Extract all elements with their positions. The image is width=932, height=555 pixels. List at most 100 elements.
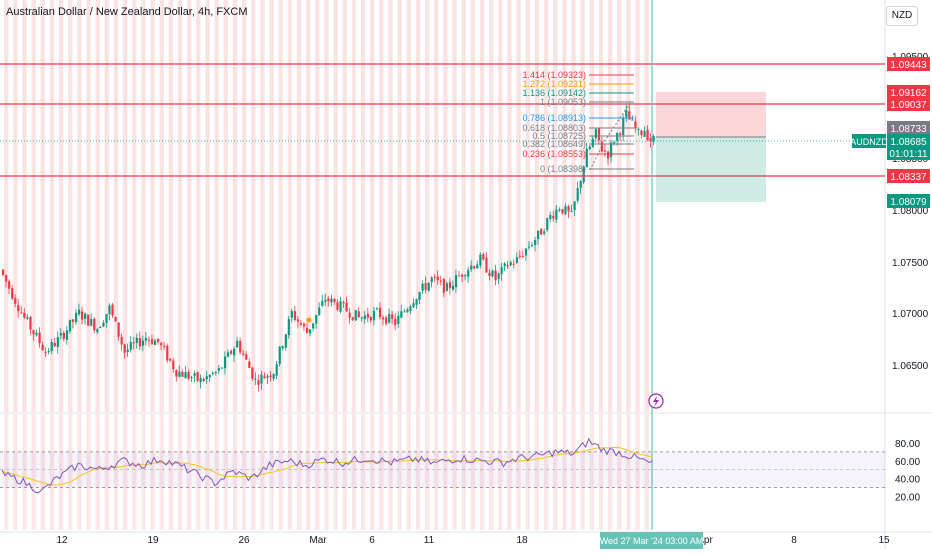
- candle: [212, 371, 214, 376]
- candle-body: [555, 209, 557, 219]
- candle-body: [224, 357, 226, 369]
- time-tick-label: 12: [56, 535, 68, 546]
- candle-body: [309, 329, 311, 333]
- event-marker: [307, 318, 312, 323]
- candle-body: [93, 319, 95, 330]
- candle-body: [312, 323, 314, 328]
- candle: [87, 314, 89, 325]
- candle-body: [482, 254, 484, 259]
- candle: [230, 349, 232, 355]
- session-zone: [645, 0, 649, 412]
- session-zone: [416, 0, 420, 412]
- candle-body: [519, 256, 521, 257]
- session-zone: [617, 0, 621, 412]
- candle-body: [458, 275, 460, 276]
- candle-body: [549, 215, 551, 219]
- candle-body: [361, 317, 363, 318]
- candle-body: [248, 362, 250, 369]
- level-label: 1.08337: [890, 172, 927, 183]
- time-tick-label: 8: [791, 535, 797, 546]
- candle-body: [154, 341, 156, 345]
- session-zone: [388, 0, 392, 412]
- candle-body: [370, 317, 372, 320]
- candle: [130, 336, 132, 352]
- candle: [476, 261, 478, 269]
- candle-body: [294, 311, 296, 320]
- price-tick-label: 1.06500: [892, 361, 929, 372]
- candle: [166, 343, 168, 363]
- candle-body: [367, 314, 369, 318]
- candle-body: [425, 283, 427, 290]
- candle: [221, 367, 223, 369]
- session-zone: [150, 0, 154, 412]
- session-zone: [370, 0, 374, 412]
- candle-body: [127, 350, 129, 352]
- candle: [257, 374, 259, 391]
- candle-body: [160, 343, 162, 345]
- candle-body: [266, 376, 268, 378]
- candle-body: [561, 209, 563, 213]
- session-zone: [562, 0, 566, 412]
- candle-body: [190, 377, 192, 378]
- fib-level-label: 1 (1.09053): [540, 97, 586, 107]
- candle: [11, 285, 13, 300]
- session-zone: [187, 0, 191, 412]
- candle-body: [184, 372, 186, 378]
- fib-level-label: 0 (1.08398): [540, 164, 586, 174]
- candle-body: [29, 317, 31, 330]
- candle-body: [637, 129, 639, 130]
- session-zone: [132, 0, 136, 412]
- candle-body: [431, 277, 433, 282]
- candle: [276, 361, 278, 379]
- candle-body: [346, 303, 348, 312]
- candle-body: [236, 341, 238, 348]
- session-zone: [507, 0, 511, 412]
- candle-body: [622, 118, 624, 135]
- candle-body: [17, 305, 19, 311]
- candle-body: [145, 338, 147, 341]
- candle-body: [23, 313, 25, 318]
- session-zone: [324, 0, 328, 412]
- candle: [2, 269, 4, 277]
- candle-body: [467, 270, 469, 277]
- candle-body: [498, 273, 500, 279]
- candle-body: [318, 308, 320, 316]
- candle: [194, 371, 196, 383]
- session-zone: [269, 0, 273, 412]
- candle: [504, 262, 506, 271]
- level-label: 1.09037: [890, 100, 927, 111]
- candle: [440, 276, 442, 286]
- candle: [403, 309, 405, 313]
- candle-body: [488, 273, 490, 276]
- candle-body: [574, 201, 576, 210]
- candle: [650, 133, 652, 147]
- candle-body: [327, 298, 329, 301]
- candle: [321, 294, 323, 307]
- candle: [57, 331, 59, 353]
- candle-body: [349, 313, 351, 318]
- candle-body: [69, 320, 71, 331]
- currency-button[interactable]: NZD: [886, 6, 918, 26]
- candle-body: [124, 344, 126, 352]
- candle-body: [5, 275, 7, 281]
- session-zone: [315, 0, 319, 412]
- candle-body: [388, 314, 390, 323]
- candle-body: [11, 288, 13, 299]
- time-tick-label: Mar: [309, 535, 327, 546]
- time-tick-label: 11: [424, 535, 435, 546]
- session-zone: [452, 0, 456, 412]
- candle-body: [75, 313, 77, 322]
- candle-body: [54, 343, 56, 346]
- candle-body: [105, 314, 107, 323]
- candle-body: [215, 372, 217, 373]
- candle-body: [531, 245, 533, 246]
- candle-body: [203, 379, 205, 381]
- fib-level-label: 0.236 (1.08553): [522, 149, 586, 159]
- candle-body: [546, 218, 548, 230]
- candle: [248, 358, 250, 368]
- candle-body: [48, 351, 50, 352]
- candle: [102, 320, 104, 327]
- candle-body: [218, 368, 220, 370]
